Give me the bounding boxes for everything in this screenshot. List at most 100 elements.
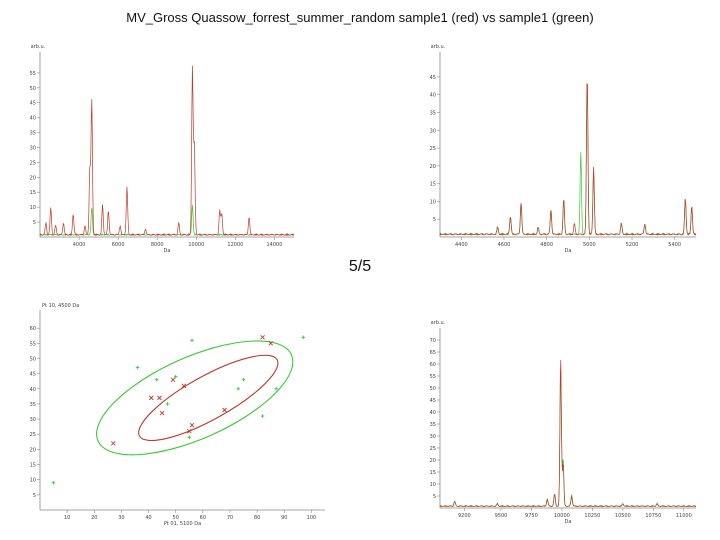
- marker-stroke: [186, 428, 192, 434]
- x-tick-label: 10: [64, 515, 70, 521]
- x-tick-label: 5400: [668, 242, 681, 248]
- y-tick-label: 40: [430, 93, 436, 99]
- red-point: [268, 341, 274, 346]
- marker-stroke: [222, 407, 227, 413]
- y-tick-label: 20: [430, 164, 436, 170]
- y-tick-label: 55: [430, 374, 436, 380]
- x-tick-label: 10000: [188, 242, 204, 248]
- y-tick-label: 10: [30, 478, 36, 484]
- red-spectrum-line: [39, 65, 295, 237]
- green-point: [173, 374, 178, 379]
- y-tick-label: 45: [30, 372, 36, 378]
- y-tick-label: 45: [430, 75, 436, 81]
- y-tick-label: 10: [430, 482, 436, 488]
- chart-panel-top-right: 4400 4600 4800 5000 5200 5400 5 10 15 20 25 30 35 40 4…: [418, 42, 703, 262]
- x-tick-label: 4600: [498, 242, 511, 248]
- y-tick-label: 25: [430, 446, 436, 452]
- x-tick-label: 9200: [458, 513, 471, 519]
- green-spectrum-line: [39, 204, 295, 237]
- x-tick-label: 5200: [626, 242, 639, 248]
- y-tick-label: 15: [30, 190, 36, 196]
- x-tick-label: 90: [281, 515, 287, 521]
- x-tick-label: 4800: [540, 242, 553, 248]
- red-spectrum-line: [439, 359, 697, 508]
- y-tick-label: 25: [430, 146, 436, 152]
- x-axis-label: Pt 01, 5100 Da: [164, 521, 201, 527]
- red-point: [170, 377, 176, 383]
- y-axis-label: arb.u.: [431, 320, 446, 326]
- x-tick-label: 9500: [495, 513, 508, 519]
- marker-stroke: [148, 395, 154, 401]
- y-tick-label: 40: [430, 410, 436, 416]
- x-tick-label: 6000: [112, 242, 125, 248]
- y-tick-label: 50: [430, 386, 436, 392]
- spectrum-chart-zoom-10000: 9200 9500 9750 10000 10250 10500 10750 11000 5 10…: [430, 320, 697, 525]
- y-axis-label: arb.u.: [431, 44, 446, 50]
- green-point: [301, 335, 306, 340]
- red-point: [222, 407, 227, 413]
- red-point: [157, 395, 162, 401]
- y-tick-label: 5: [433, 494, 436, 500]
- red-point: [181, 383, 187, 389]
- y-tick-label: 35: [30, 402, 36, 408]
- chart-panel-bottom-right: 9200 9500 9750 10000 10250 10500 10750 11000 5 10…: [418, 320, 703, 530]
- red-point: [186, 428, 192, 434]
- red-point: [189, 422, 195, 428]
- x-tick-label: 14000: [267, 242, 283, 248]
- x-tick-label: 50: [173, 515, 179, 521]
- marker-stroke: [170, 377, 176, 383]
- y-tick-label: 15: [30, 463, 36, 469]
- red-point: [159, 410, 165, 416]
- green-point: [187, 435, 192, 440]
- green-point: [135, 365, 140, 370]
- x-axis-label: Da: [565, 519, 572, 525]
- x-tick-label: 10750: [645, 513, 661, 519]
- red-point: [148, 395, 154, 401]
- green-confidence-ellipse: [96, 340, 294, 456]
- page-number: 5/5: [348, 258, 372, 275]
- red-point: [260, 334, 265, 340]
- x-tick-label: 5000: [583, 242, 596, 248]
- y-tick-label: 5: [433, 217, 436, 223]
- y-tick-label: 60: [430, 362, 436, 368]
- x-tick-label: 80: [254, 515, 260, 521]
- y-tick-label: 30: [30, 417, 36, 423]
- y-tick-label: 40: [30, 116, 36, 122]
- x-tick-label: 100: [307, 515, 317, 521]
- x-axis-label: Da: [164, 248, 171, 254]
- x-tick-label: 10250: [584, 513, 600, 519]
- y-tick-label: 60: [30, 326, 36, 332]
- y-tick-label: 15: [430, 470, 436, 476]
- y-tick-label: 5: [33, 493, 36, 499]
- x-tick-label: 4000: [73, 242, 86, 248]
- marker-stroke: [189, 422, 195, 428]
- y-tick-label: 55: [30, 71, 36, 77]
- green-point: [154, 377, 159, 382]
- red-spectrum-line: [439, 83, 697, 236]
- red-point: [110, 441, 116, 446]
- y-tick-label: 50: [30, 356, 36, 362]
- green-spectrum-line: [439, 369, 697, 508]
- x-tick-label: 9750: [525, 513, 538, 519]
- y-tick-label: 25: [30, 160, 36, 166]
- y-tick-label: 15: [430, 182, 436, 188]
- y-tick-label: 35: [430, 422, 436, 428]
- y-tick-label: 30: [430, 434, 436, 440]
- y-tick-label: 20: [430, 458, 436, 464]
- marker-stroke: [260, 334, 265, 340]
- chart-panel-bottom-left: 10 20 30 40 50 60 70 80 90 100 5 10 15 20 25 30 35 40 45 50…: [20, 298, 330, 528]
- marker-stroke: [157, 395, 162, 401]
- y-axis-label: Pt 10, 4500 Da: [42, 303, 79, 309]
- y-tick-label: 55: [30, 341, 36, 347]
- x-tick-label: 12000: [227, 242, 243, 248]
- y-tick-label: 20: [30, 175, 36, 181]
- y-tick-label: 25: [30, 432, 36, 438]
- x-tick-label: 10500: [615, 513, 631, 519]
- y-tick-label: 65: [430, 350, 436, 356]
- x-tick-label: 20: [91, 515, 97, 521]
- green-point: [260, 414, 265, 418]
- green-point: [165, 402, 170, 406]
- y-tick-label: 30: [30, 145, 36, 151]
- y-tick-label: 35: [430, 110, 436, 116]
- x-tick-label: 4400: [455, 242, 468, 248]
